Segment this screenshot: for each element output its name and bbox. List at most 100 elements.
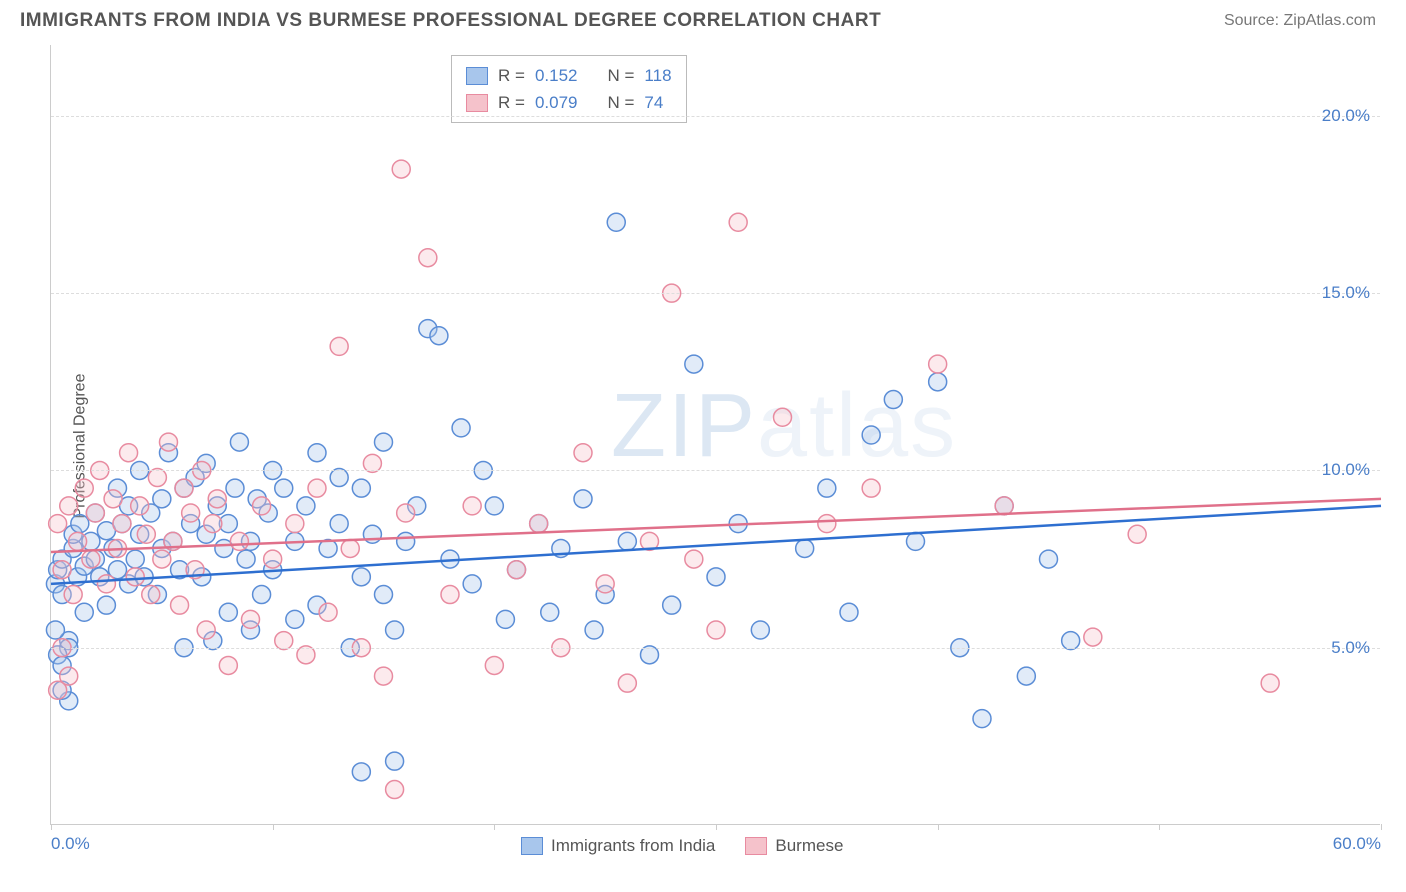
- scatter-point: [352, 479, 370, 497]
- scatter-point: [929, 355, 947, 373]
- scatter-point: [113, 515, 131, 533]
- scatter-point: [685, 355, 703, 373]
- scatter-point: [452, 419, 470, 437]
- legend-label: Burmese: [775, 836, 843, 856]
- scatter-point: [49, 515, 67, 533]
- scatter-point: [352, 568, 370, 586]
- legend-label: Immigrants from India: [551, 836, 715, 856]
- scatter-point: [319, 603, 337, 621]
- scatter-point: [49, 681, 67, 699]
- scatter-point: [375, 667, 393, 685]
- scatter-point: [607, 213, 625, 231]
- scatter-point: [386, 621, 404, 639]
- scatter-point: [142, 586, 160, 604]
- scatter-point: [197, 621, 215, 639]
- scatter-point: [530, 515, 548, 533]
- scatter-point: [204, 515, 222, 533]
- scatter-point: [397, 504, 415, 522]
- scatter-point: [175, 479, 193, 497]
- scatter-point: [596, 575, 614, 593]
- scatter-point: [297, 497, 315, 515]
- scatter-point: [71, 515, 89, 533]
- xtick-mark: [1381, 824, 1382, 830]
- xtick-mark: [51, 824, 52, 830]
- scatter-point: [463, 575, 481, 593]
- scatter-point: [862, 479, 880, 497]
- scatter-point: [230, 532, 248, 550]
- scatter-point: [419, 249, 437, 267]
- gridline: [51, 116, 1380, 117]
- stat-r-label: R =: [498, 89, 525, 116]
- scatter-point: [729, 213, 747, 231]
- scatter-point: [796, 539, 814, 557]
- legend-stats: R = 0.152 N = 118 R = 0.079 N = 74: [451, 55, 687, 123]
- scatter-point: [253, 497, 271, 515]
- scatter-point: [75, 603, 93, 621]
- ytick-label: 10.0%: [1322, 460, 1370, 480]
- scatter-point: [707, 568, 725, 586]
- scatter-point: [120, 444, 138, 462]
- scatter-point: [46, 621, 64, 639]
- scatter-point: [308, 444, 326, 462]
- swatch-burmese: [466, 94, 488, 112]
- scatter-point: [386, 752, 404, 770]
- xtick-mark: [716, 824, 717, 830]
- scatter-point: [171, 596, 189, 614]
- scatter-point: [663, 596, 681, 614]
- scatter-point: [397, 532, 415, 550]
- scatter-point: [818, 479, 836, 497]
- legend-item: Immigrants from India: [521, 836, 715, 856]
- scatter-point: [64, 586, 82, 604]
- xtick-label: 0.0%: [51, 834, 90, 854]
- scatter-point: [330, 515, 348, 533]
- xtick-mark: [273, 824, 274, 830]
- scatter-point: [69, 532, 87, 550]
- xtick-mark: [938, 824, 939, 830]
- scatter-point: [685, 550, 703, 568]
- scatter-point: [618, 674, 636, 692]
- stat-n-value-india: 118: [644, 62, 671, 89]
- scatter-point: [104, 490, 122, 508]
- scatter-point: [995, 497, 1013, 515]
- scatter-point: [308, 479, 326, 497]
- xtick-label: 60.0%: [1333, 834, 1381, 854]
- stat-n-value-burmese: 74: [644, 89, 663, 116]
- scatter-point: [541, 603, 559, 621]
- scatter-point: [86, 504, 104, 522]
- scatter-point: [463, 497, 481, 515]
- scatter-point: [485, 497, 503, 515]
- header: IMMIGRANTS FROM INDIA VS BURMESE PROFESS…: [0, 0, 1406, 37]
- scatter-point: [574, 444, 592, 462]
- scatter-point: [1017, 667, 1035, 685]
- chart-area: ZIPatlas R = 0.152 N = 118 R = 0.079 N =…: [50, 45, 1380, 825]
- scatter-point: [751, 621, 769, 639]
- scatter-point: [126, 550, 144, 568]
- scatter-point: [585, 621, 603, 639]
- scatter-point: [973, 710, 991, 728]
- stat-r-value-india: 0.152: [535, 62, 578, 89]
- scatter-point: [618, 532, 636, 550]
- legend-series: Immigrants from India Burmese: [521, 836, 843, 856]
- scatter-point: [862, 426, 880, 444]
- scatter-point: [126, 568, 144, 586]
- scatter-point: [574, 490, 592, 508]
- scatter-point: [182, 504, 200, 522]
- scatter-point: [253, 586, 271, 604]
- scatter-point: [275, 479, 293, 497]
- xtick-mark: [1159, 824, 1160, 830]
- scatter-point: [485, 656, 503, 674]
- scatter-point: [219, 656, 237, 674]
- scatter-point: [159, 433, 177, 451]
- scatter-plot: [51, 45, 1380, 824]
- scatter-point: [392, 160, 410, 178]
- scatter-point: [237, 550, 255, 568]
- ytick-label: 5.0%: [1331, 638, 1370, 658]
- swatch-india: [466, 67, 488, 85]
- scatter-point: [75, 479, 93, 497]
- scatter-point: [386, 781, 404, 799]
- stat-r-label: R =: [498, 62, 525, 89]
- scatter-point: [707, 621, 725, 639]
- scatter-point: [286, 610, 304, 628]
- gridline: [51, 648, 1380, 649]
- stat-n-label: N =: [607, 89, 634, 116]
